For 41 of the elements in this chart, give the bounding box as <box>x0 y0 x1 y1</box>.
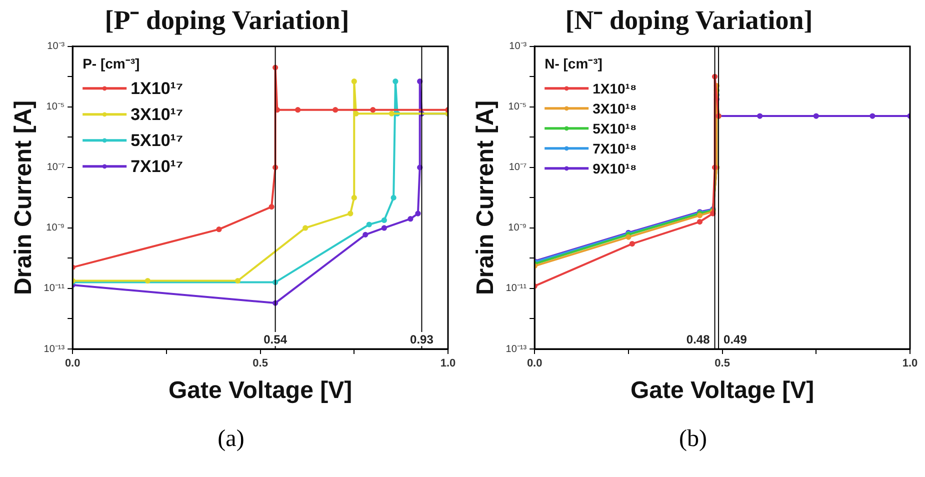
ref-line-label: 0.49 <box>724 332 748 346</box>
x-tick-label: 0.5 <box>714 358 730 370</box>
y-tick-label: 10⁻¹¹ <box>44 283 66 294</box>
chart-title: [P⁻ doping Variation] <box>104 5 350 36</box>
y-tick-label: 10⁻⁹ <box>46 222 65 234</box>
x-tick-label: 1.0 <box>902 358 918 370</box>
chart-title: [N⁻ doping Variation] <box>565 5 813 36</box>
legend-label: 1X10¹⁸ <box>592 80 637 96</box>
y-tick-label: 10⁻³ <box>509 41 528 52</box>
y-tick-label: 10⁻³ <box>47 41 66 52</box>
legend-title: N- [cm⁻³] <box>544 55 602 72</box>
legend-label: 1X10¹⁷ <box>130 79 183 98</box>
y-axis-title: Drain Current [A] <box>10 100 38 296</box>
legend-label: 3X10¹⁸ <box>592 100 637 116</box>
y-tick-label: 10⁻⁷ <box>508 162 527 174</box>
x-axis-title: Gate Voltage [V] <box>168 377 352 404</box>
legend-label: 7X10¹⁸ <box>592 140 637 156</box>
x-tick-label: 0.5 <box>252 358 268 370</box>
legend-label: 5X10¹⁸ <box>592 120 637 136</box>
legend-label: 9X10¹⁸ <box>592 160 637 176</box>
legend-label: 5X10¹⁷ <box>130 131 183 150</box>
text: (a) <box>216 426 246 453</box>
ref-line-label: 0.54 <box>264 332 288 346</box>
text: (b) <box>678 426 708 453</box>
y-tick-label: 10⁻¹¹ <box>506 283 528 294</box>
x-tick-label: 1.0 <box>440 358 456 370</box>
legend-label: 7X10¹⁷ <box>130 157 183 176</box>
y-tick-label: 10⁻⁹ <box>508 222 527 234</box>
legend-label: 3X10¹⁷ <box>130 105 183 124</box>
y-tick-label: 10⁻⁵ <box>508 102 527 113</box>
y-tick-label: 10⁻¹³ <box>506 344 528 355</box>
legend-title: P- [cm⁻³] <box>82 55 140 72</box>
x-tick-label: 0.0 <box>526 358 542 370</box>
y-tick-label: 10⁻⁷ <box>46 162 65 174</box>
x-tick-label: 0.0 <box>64 358 80 370</box>
ref-line-label: 0.48 <box>686 332 710 346</box>
y-tick-label: 10⁻⁵ <box>46 102 65 113</box>
x-axis-title: Gate Voltage [V] <box>630 377 814 404</box>
y-axis-title: Drain Current [A] <box>472 100 500 296</box>
ref-line-label: 0.93 <box>410 332 434 346</box>
y-tick-label: 10⁻¹³ <box>44 344 66 355</box>
